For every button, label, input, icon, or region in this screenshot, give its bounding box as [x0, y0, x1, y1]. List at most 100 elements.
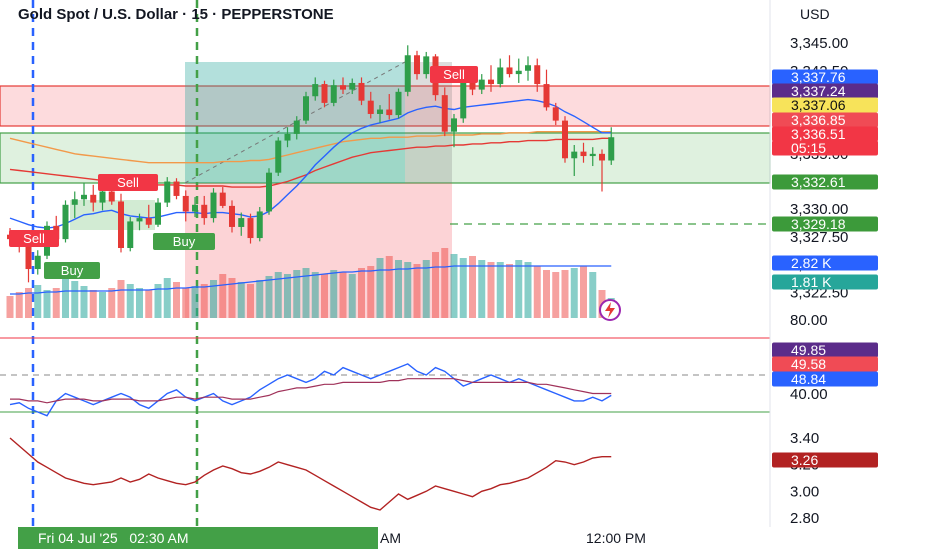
- candle-body: [340, 85, 346, 90]
- volume-bar: [459, 258, 467, 318]
- candle-body: [201, 204, 208, 219]
- sell-signal: Sell: [9, 230, 59, 247]
- price-badge: 3.26: [772, 452, 878, 468]
- volume-bar: [15, 292, 23, 318]
- candle-body: [25, 244, 32, 270]
- volume-bar: [136, 288, 143, 318]
- candle-body: [488, 79, 494, 85]
- candle-body: [34, 255, 41, 270]
- candle-body: [395, 91, 402, 116]
- volume-bar: [543, 270, 550, 318]
- svg-text:3,336.51: 3,336.51: [791, 126, 846, 142]
- volume-bar: [561, 270, 569, 318]
- volume-bar: [413, 264, 421, 318]
- candle-body: [256, 211, 263, 239]
- axis-tick-label: 3,345.00: [790, 35, 848, 52]
- svg-text:3,332.61: 3,332.61: [791, 174, 846, 190]
- volume-bar: [219, 274, 227, 318]
- candle-body: [423, 56, 430, 75]
- volume-bar: [450, 254, 458, 318]
- candle-body: [118, 201, 124, 248]
- lower-indicator-pane: [9, 437, 612, 511]
- volume-bar: [256, 280, 264, 318]
- volume-bar: [311, 272, 319, 318]
- volume-bar: [145, 290, 153, 318]
- volume-bar: [524, 262, 532, 318]
- volume-bar: [71, 281, 79, 318]
- axis-tick-label: 40.00: [790, 386, 828, 403]
- volume-bar: [25, 288, 32, 318]
- volume-bar: [367, 266, 375, 318]
- volume-bar: [533, 266, 541, 318]
- volume-bar: [173, 282, 180, 318]
- volume-bar: [469, 256, 476, 318]
- oscillator-line: [9, 363, 612, 417]
- svg-text:Sell: Sell: [23, 231, 45, 246]
- candle-body: [321, 84, 328, 103]
- volume-bar: [358, 268, 365, 318]
- volume-bar: [99, 292, 106, 318]
- volume-bar: [154, 284, 162, 318]
- oscillator-signal-line: [10, 378, 612, 404]
- volume-ma-line: [10, 265, 612, 295]
- candle-body: [562, 120, 568, 159]
- svg-text:3,337.06: 3,337.06: [791, 97, 846, 113]
- price-badge: 3,329.18: [772, 216, 878, 232]
- time-axis[interactable]: Fri 04 Jul '25 02:30 AM AM 12:00 PM: [18, 527, 646, 549]
- svg-text:49.58: 49.58: [791, 356, 826, 372]
- sell-signal: Sell: [430, 66, 478, 83]
- time-label: 12:00 PM: [586, 530, 646, 546]
- volume-bar: [6, 296, 14, 318]
- candle-body: [478, 79, 485, 90]
- candle-body: [173, 181, 180, 196]
- sell-signal: Sell: [98, 174, 158, 191]
- volume-bar: [395, 260, 402, 318]
- price-badge: 49.58: [772, 356, 878, 372]
- candle-body: [330, 85, 337, 103]
- svg-text:05:15: 05:15: [791, 140, 826, 156]
- candle-body: [303, 96, 309, 121]
- candle-body: [192, 204, 198, 212]
- svg-text:49.85: 49.85: [791, 342, 826, 358]
- candle-body: [386, 109, 393, 116]
- candle-body: [266, 172, 272, 212]
- axis-tick-label: 3.40: [790, 430, 819, 447]
- candle-body: [238, 218, 245, 227]
- zones-layer: [0, 0, 771, 527]
- candle-body: [229, 205, 235, 227]
- volume-bar: [515, 260, 523, 318]
- volume-bar: [496, 262, 504, 318]
- candle-body: [108, 191, 115, 202]
- candle-body: [164, 181, 171, 203]
- volume-bar: [117, 280, 125, 318]
- price-badge: 3,337.76: [772, 69, 878, 85]
- buy-signal: Buy: [44, 262, 100, 279]
- volume-bar: [330, 270, 338, 318]
- candle-body: [552, 107, 559, 121]
- volume-bar: [487, 262, 495, 318]
- price-badge: 49.85: [772, 342, 878, 358]
- volume-bar: [34, 285, 42, 318]
- candle-body: [71, 199, 78, 205]
- candle-body: [81, 194, 87, 200]
- price-badge: 3,336.51: [772, 126, 878, 142]
- volume-bar: [284, 274, 291, 318]
- candle-body: [460, 76, 467, 119]
- candle-body: [367, 100, 374, 114]
- volume-bar: [552, 272, 560, 318]
- svg-text:Buy: Buy: [173, 234, 196, 249]
- axis-tick-label: 2.80: [790, 510, 819, 527]
- candle-body: [358, 82, 365, 101]
- volume-bar: [321, 274, 328, 318]
- candle-body: [377, 109, 383, 114]
- volume-bar: [478, 260, 486, 318]
- candle-body: [155, 202, 161, 225]
- candle-body: [219, 192, 226, 206]
- svg-text:3.26: 3.26: [791, 452, 818, 468]
- buy-signal: Buy: [153, 233, 215, 250]
- candle-body: [136, 218, 143, 222]
- alert-lightning-icon[interactable]: [599, 299, 621, 321]
- candle-body: [90, 194, 97, 203]
